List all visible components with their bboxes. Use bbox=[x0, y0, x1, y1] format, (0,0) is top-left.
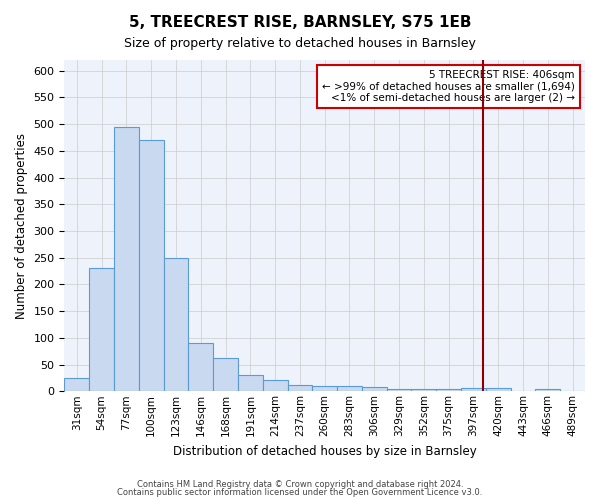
Text: Contains HM Land Registry data © Crown copyright and database right 2024.: Contains HM Land Registry data © Crown c… bbox=[137, 480, 463, 489]
X-axis label: Distribution of detached houses by size in Barnsley: Distribution of detached houses by size … bbox=[173, 444, 476, 458]
Text: 5, TREECREST RISE, BARNSLEY, S75 1EB: 5, TREECREST RISE, BARNSLEY, S75 1EB bbox=[129, 15, 471, 30]
Text: Contains public sector information licensed under the Open Government Licence v3: Contains public sector information licen… bbox=[118, 488, 482, 497]
Bar bbox=[461, 388, 486, 392]
Bar bbox=[263, 380, 287, 392]
Bar bbox=[164, 258, 188, 392]
Bar bbox=[386, 388, 412, 392]
Bar bbox=[313, 386, 337, 392]
Bar bbox=[89, 268, 114, 392]
Bar bbox=[486, 388, 511, 392]
Bar bbox=[362, 387, 386, 392]
Text: 5 TREECREST RISE: 406sqm
← >99% of detached houses are smaller (1,694)
<1% of se: 5 TREECREST RISE: 406sqm ← >99% of detac… bbox=[322, 70, 575, 103]
Text: Size of property relative to detached houses in Barnsley: Size of property relative to detached ho… bbox=[124, 38, 476, 51]
Bar bbox=[64, 378, 89, 392]
Bar bbox=[436, 389, 461, 392]
Bar bbox=[188, 343, 213, 392]
Bar bbox=[535, 388, 560, 392]
Bar bbox=[213, 358, 238, 392]
Bar bbox=[139, 140, 164, 392]
Bar bbox=[412, 388, 436, 392]
Bar bbox=[114, 127, 139, 392]
Bar bbox=[337, 386, 362, 392]
Bar bbox=[238, 375, 263, 392]
Bar bbox=[287, 385, 313, 392]
Y-axis label: Number of detached properties: Number of detached properties bbox=[15, 132, 28, 318]
